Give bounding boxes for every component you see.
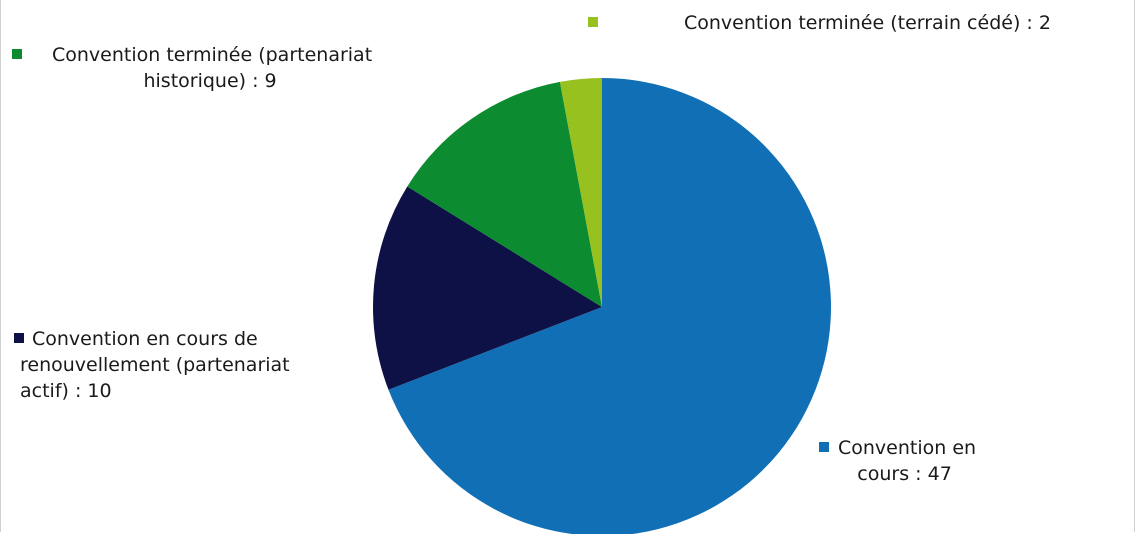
label-termine-historique: Convention terminée (partenariat histori…	[12, 42, 372, 94]
swatch-en-cours	[819, 441, 829, 452]
label-en-cours: Convention en cours : 47	[819, 435, 976, 487]
label-renouvellement-line1: Convention en cours de	[32, 328, 258, 350]
label-termine-historique-line2: historique) : 9	[143, 70, 277, 92]
label-termine-cede-text: Convention terminée (terrain cédé) : 2	[684, 12, 1051, 34]
swatch-termine-historique	[12, 48, 22, 59]
label-renouvellement-line3: actif) : 10	[20, 380, 112, 402]
label-renouvellement-line2: renouvellement (partenariat	[20, 354, 290, 376]
slice-termine-cede	[559, 78, 602, 307]
swatch-renouvellement	[14, 332, 24, 343]
slice-en-cours	[388, 78, 831, 534]
label-termine-cede: Convention terminée (terrain cédé) : 2	[588, 10, 1051, 36]
swatch-termine-cede	[588, 16, 598, 27]
label-en-cours-line1: Convention en	[838, 437, 977, 459]
label-termine-historique-line1: Convention terminée (partenariat	[52, 44, 373, 66]
label-en-cours-line2: cours : 47	[857, 463, 952, 485]
label-renouvellement: Convention en cours de renouvellement (p…	[14, 326, 290, 404]
slice-renouvellement	[373, 186, 602, 390]
slice-termine-historique	[407, 81, 602, 307]
